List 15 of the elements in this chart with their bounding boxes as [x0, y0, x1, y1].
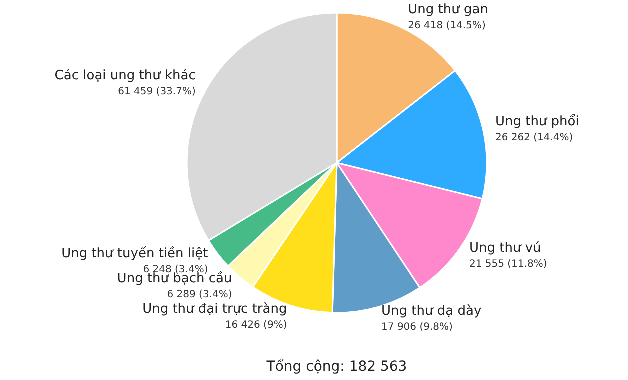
data-label: 6 289 (3.4%) — [167, 290, 232, 301]
data-label: 21 555 (11.8%) — [469, 259, 548, 270]
slice-label: Ung thư phổi — [495, 113, 580, 130]
slice-label: Ung thư dạ dày — [382, 304, 482, 319]
data-label: 17 906 (9.8%) — [382, 322, 454, 333]
slice-label: Ung thư tuyến tiền liệt — [62, 245, 208, 262]
data-label: 26 262 (14.4%) — [495, 132, 574, 144]
slice-label: Ung thư đại trực tràng — [142, 302, 288, 318]
slice-label: Ung thư gan — [408, 2, 488, 18]
slice-label: Ung thư vú — [469, 241, 542, 256]
slice-label: Các loại ung thư khác — [54, 68, 196, 84]
data-label: 61 459 (33.7%) — [118, 86, 196, 98]
data-label: 16 426 (9%) — [225, 320, 288, 332]
data-label: 26 418 (14.5%) — [408, 20, 486, 32]
text: Tổng cộng: 182 563 — [266, 358, 408, 375]
